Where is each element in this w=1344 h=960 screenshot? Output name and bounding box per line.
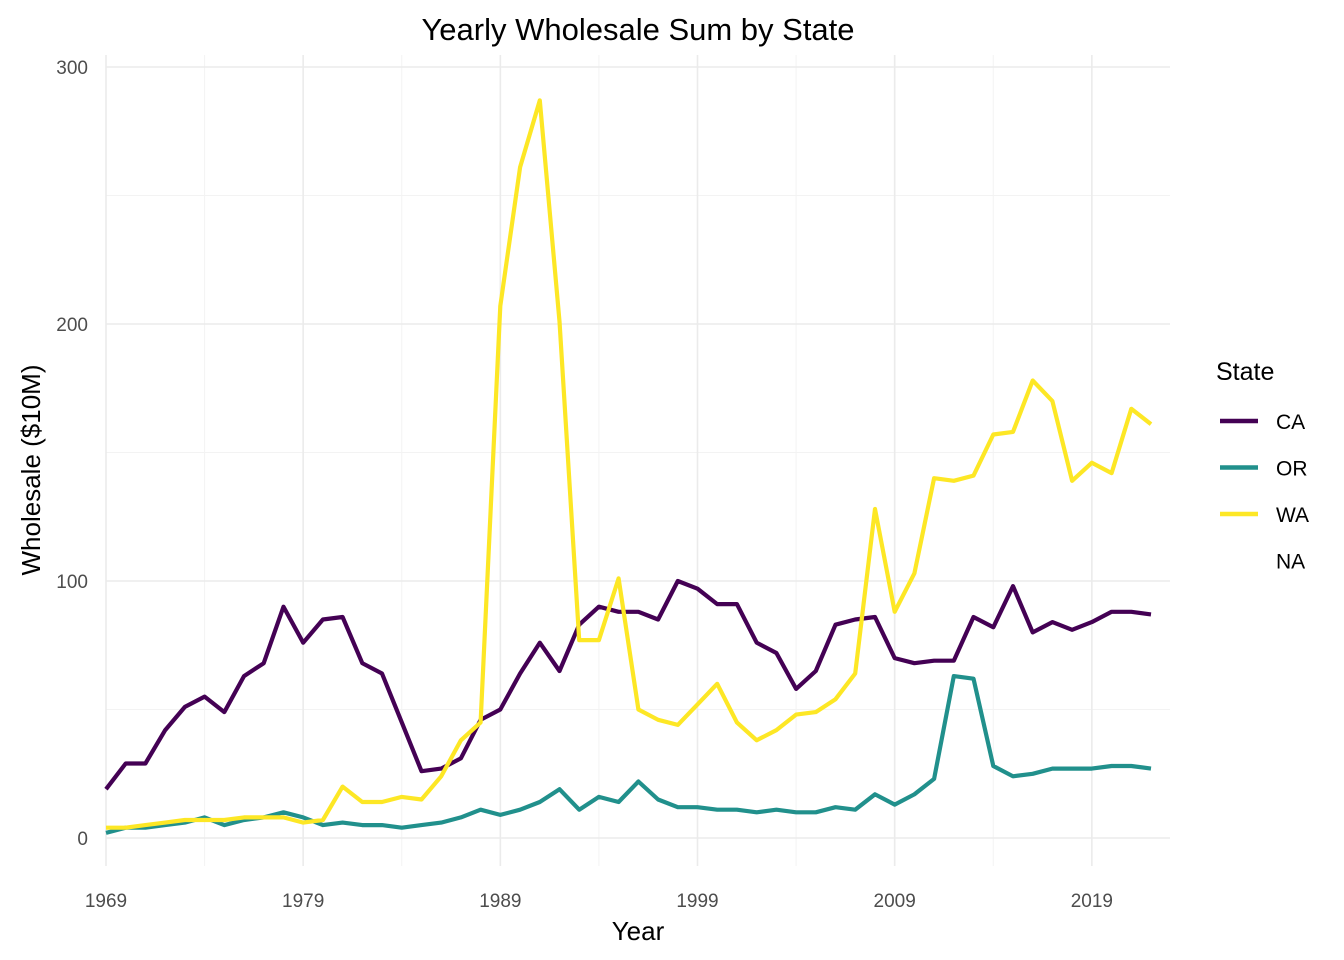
chart-title: Yearly Wholesale Sum by State (421, 12, 854, 47)
grid-lines (105, 55, 1170, 866)
x-tick-label: 1979 (282, 891, 324, 912)
x-tick-labels: 1969 1979 1989 1999 2009 2019 (85, 891, 1113, 912)
y-tick-label: 100 (56, 572, 88, 593)
legend-label-wa: WA (1276, 504, 1309, 527)
y-tick-label: 300 (56, 58, 88, 79)
legend-label-ca: CA (1276, 411, 1305, 434)
series-lines (104, 98, 1153, 835)
x-tick-label: 2009 (874, 891, 916, 912)
legend-title: State (1216, 358, 1274, 386)
y-axis-title: Wholesale ($10M) (16, 365, 46, 576)
x-tick-label: 1969 (85, 891, 127, 912)
x-tick-label: 1989 (479, 891, 521, 912)
legend-label-na: NA (1276, 551, 1305, 574)
y-tick-labels: 0 100 200 300 (56, 58, 88, 850)
x-axis-title: Year (612, 916, 665, 946)
legend: State CA OR WA NA (1216, 358, 1309, 574)
series-line-wa (106, 98, 1153, 830)
x-tick-label: 1999 (676, 891, 718, 912)
series-line-or (105, 673, 1152, 835)
series-line-ca (104, 578, 1152, 791)
x-tick-label: 2019 (1071, 891, 1113, 912)
y-tick-label: 0 (77, 829, 88, 850)
y-tick-label: 200 (56, 315, 88, 336)
legend-label-or: OR (1276, 458, 1308, 481)
